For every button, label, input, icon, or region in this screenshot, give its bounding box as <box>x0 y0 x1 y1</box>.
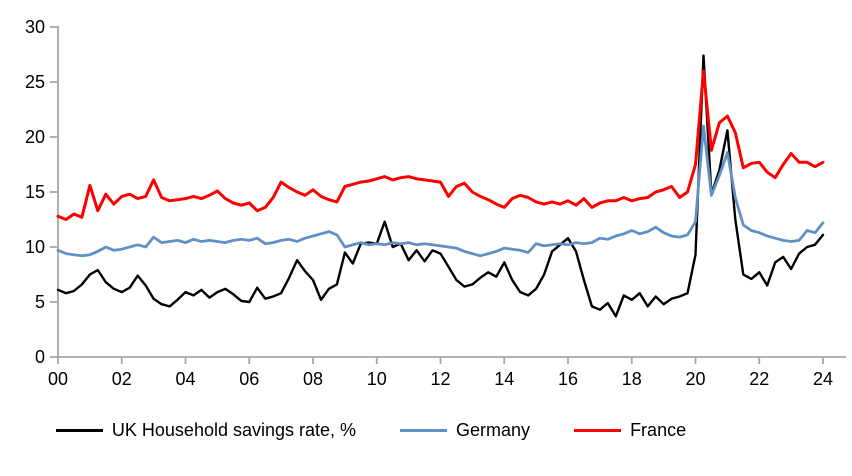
legend-label-uk: UK Household savings rate, % <box>111 420 357 440</box>
legend-item-france: France <box>574 420 686 441</box>
x-tick-label: 00 <box>48 369 68 389</box>
series-line-france <box>56 69 825 221</box>
legend-label-france: France <box>630 420 687 440</box>
x-tick-label: 12 <box>430 369 450 389</box>
legend-swatch-uk-line <box>55 429 103 432</box>
y-tick-label: 25 <box>25 72 45 92</box>
x-tick-label: 16 <box>558 369 578 389</box>
x-tick-label: 06 <box>239 369 259 389</box>
y-tick-label: 0 <box>35 347 45 367</box>
chart-canvas: 0 5 10 15 20 25 30 00 02 04 06 08 10 12 14 16 18 20 22 24 <box>25 17 846 389</box>
series-line-uk <box>56 54 825 318</box>
x-tick-label: 20 <box>685 369 705 389</box>
legend-swatch-france-line <box>574 429 622 432</box>
y-tick-label: 10 <box>25 237 45 257</box>
series-line-germany <box>56 124 825 258</box>
y-tick-label: 30 <box>25 17 45 37</box>
legend-swatch-germany-line <box>400 429 448 432</box>
x-tick-label: 18 <box>622 369 642 389</box>
y-tick-label: 15 <box>25 182 45 202</box>
x-tick-label: 22 <box>749 369 769 389</box>
y-tick-label: 20 <box>25 127 45 147</box>
legend-item-germany: Germany <box>400 420 530 441</box>
x-tick-label: 10 <box>367 369 387 389</box>
x-tick-label: 24 <box>813 369 833 389</box>
x-tick-label: 08 <box>303 369 323 389</box>
x-tick-label: 14 <box>494 369 514 389</box>
legend-label-germany: Germany <box>456 420 531 440</box>
legend-item-uk: UK Household savings rate, % <box>55 420 357 441</box>
x-tick-label: 04 <box>175 369 195 389</box>
x-tick-label: 02 <box>112 369 132 389</box>
chart-legend: UK Household savings rate, % Germany Fra… <box>0 420 797 441</box>
y-tick-label: 5 <box>35 292 45 312</box>
